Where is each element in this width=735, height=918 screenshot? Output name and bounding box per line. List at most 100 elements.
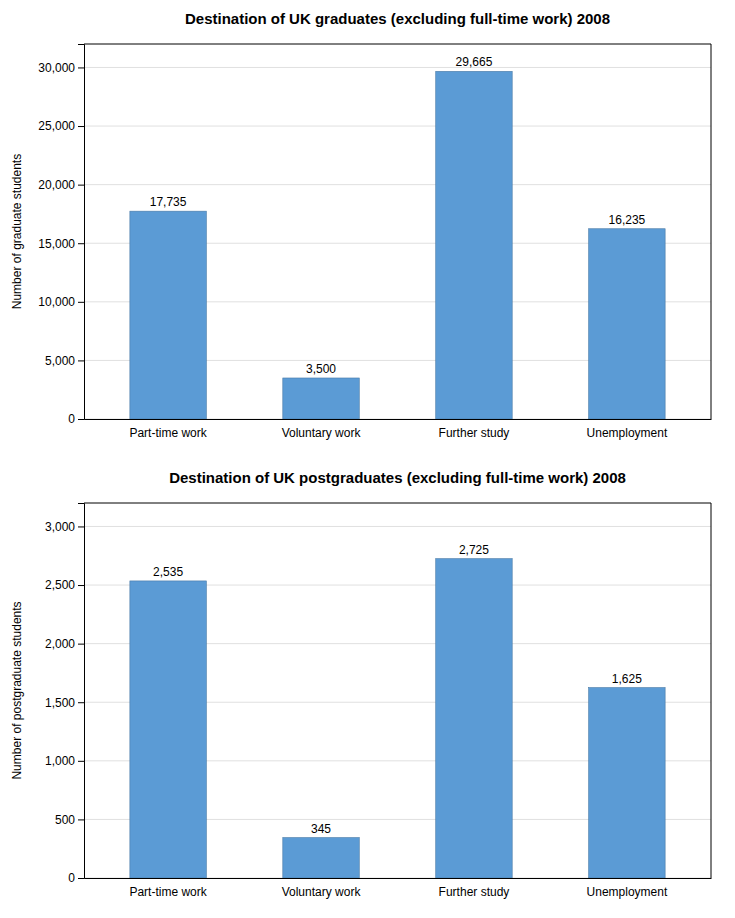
tick-label: Unemployment [587, 426, 668, 440]
tick: 30,000 [38, 61, 84, 75]
grid [84, 67, 711, 419]
tick: Part-time work [129, 885, 207, 899]
axis-line [85, 419, 712, 420]
grid-line [84, 184, 711, 185]
tick-mark [78, 360, 84, 361]
tick: 10,000 [38, 295, 84, 309]
tick-label: Unemployment [587, 885, 668, 899]
y-axis: 0 5,000 10,000 15,000 20,000 25,000 30,000 [38, 45, 84, 427]
tick-mark [78, 126, 84, 127]
tick-label: Further study [439, 426, 510, 440]
tick-label: 0 [68, 871, 75, 885]
tick-mark [78, 761, 84, 762]
axis-line [78, 45, 85, 420]
tick-label: 3,000 [45, 520, 75, 534]
tick: 2,000 [45, 637, 84, 651]
bar [130, 211, 206, 419]
bar [283, 838, 359, 878]
tick-label: 30,000 [38, 61, 75, 75]
frame-line [711, 503, 712, 878]
x-axis: Part-time work Voluntary work Further stud… [85, 420, 712, 440]
grid-line [84, 526, 711, 527]
tick-mark [78, 67, 84, 68]
chart-panel: 2,535 345 2,725 1,625 0 500 1,000 1,500 2,000 2,5… [10, 469, 711, 899]
tick: 0 [68, 412, 84, 426]
tick-label: 500 [55, 813, 75, 827]
tick: 15,000 [38, 237, 84, 251]
tick: Part-time work [129, 426, 207, 440]
tick: 0 [68, 871, 84, 885]
grid [84, 526, 711, 878]
tick-label: 25,000 [38, 119, 75, 133]
tick-mark [78, 419, 84, 420]
tick-label: Further study [439, 885, 510, 899]
tick-mark [78, 526, 84, 527]
tick: Unemployment [587, 885, 668, 899]
grid-line [84, 67, 711, 68]
tick-label: 10,000 [38, 295, 75, 309]
tick: 20,000 [38, 178, 84, 192]
y-axis: 0 500 1,000 1,500 2,000 2,500 3,000 [45, 504, 85, 886]
bar [589, 688, 665, 878]
grid-line [84, 126, 711, 127]
tick: Voluntary work [282, 885, 362, 899]
axis-line [78, 504, 85, 879]
tick-label: Part-time work [129, 426, 207, 440]
data-labels: 17,7353,50029,66516,235 [150, 55, 646, 376]
tick-label: Voluntary work [282, 426, 362, 440]
data-label: 2,725 [459, 543, 489, 557]
tick-mark [78, 702, 84, 703]
frame-line [84, 44, 711, 45]
tick-label: 1,500 [45, 696, 75, 710]
data-label: 345 [311, 822, 331, 836]
data-label: 16,235 [609, 213, 646, 227]
tick: Further study [439, 426, 510, 440]
tick-mark [78, 644, 84, 645]
plot-area: 2,535 345 2,725 1,625 0 500 1,000 1,500 2,000 2,5… [45, 503, 712, 899]
bar [283, 378, 359, 419]
tick-mark [78, 878, 84, 879]
figure: 17,7353,50029,66516,23505,00010,00015,00… [0, 0, 735, 918]
chart-title: Destination of UK graduates (excluding f… [185, 10, 610, 27]
tick-label: 1,000 [45, 754, 75, 768]
tick: 25,000 [38, 119, 84, 133]
tick-mark [78, 302, 84, 303]
tick: 2,500 [45, 578, 84, 592]
data-label: 1,625 [612, 672, 642, 686]
bar [589, 229, 665, 419]
tick-label: 20,000 [38, 178, 75, 192]
tick-label: 2,500 [45, 578, 75, 592]
y-axis-title: Number of graduate students [10, 154, 24, 309]
frame-line [84, 503, 711, 504]
tick: Unemployment [587, 426, 668, 440]
tick: Voluntary work [282, 426, 362, 440]
data-label: 17,735 [150, 195, 187, 209]
chart-panel: 17,7353,50029,66516,23505,00010,00015,00… [10, 10, 711, 440]
data-label: 2,535 [153, 565, 183, 579]
x-axis: Part-time work Voluntary work Further stud… [85, 879, 712, 899]
frame-line [711, 44, 712, 419]
data-labels: 2,535 345 2,725 1,625 [153, 543, 642, 836]
bar [436, 559, 512, 878]
y-axis-title: Number of postgraduate students [10, 601, 24, 779]
data-label: 29,665 [456, 55, 493, 69]
bars [130, 71, 665, 419]
tick: 3,000 [45, 520, 84, 534]
tick-label: Voluntary work [282, 885, 362, 899]
plot-area: 17,7353,50029,66516,23505,00010,00015,00… [38, 44, 711, 440]
chart-title: Destination of UK postgraduates (excludi… [169, 469, 626, 486]
tick-label: 0 [68, 412, 75, 426]
bar [436, 71, 512, 419]
bars [130, 559, 665, 878]
tick-label: 5,000 [45, 354, 75, 368]
tick-label: 15,000 [38, 237, 75, 251]
tick: 1,500 [45, 696, 84, 710]
tick-label: Part-time work [129, 885, 207, 899]
tick-mark [78, 185, 84, 186]
tick-label: 2,000 [45, 637, 75, 651]
tick: 1,000 [45, 754, 84, 768]
tick-mark [78, 585, 84, 586]
tick: 500 [55, 813, 84, 827]
tick-mark [78, 819, 84, 820]
tick: Further study [439, 885, 510, 899]
